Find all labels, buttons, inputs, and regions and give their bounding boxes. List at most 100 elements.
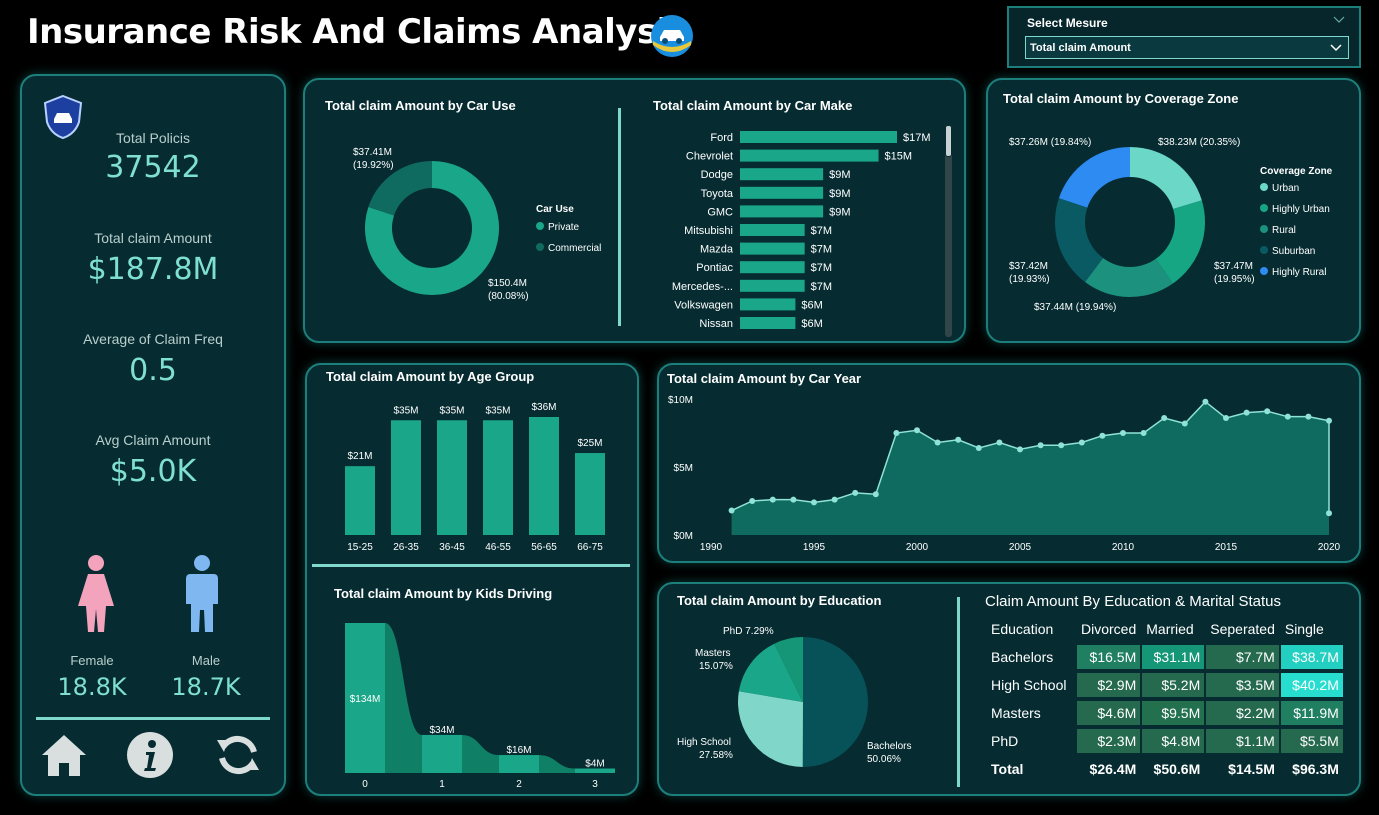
edu-marital-title: Claim Amount By Education & Marital Stat… bbox=[985, 593, 1281, 610]
matrix-row: High School $2.9M $5.2M $3.5M $40.2M bbox=[987, 673, 1343, 697]
kpi-total-claim-label: Total claim Amount bbox=[94, 230, 212, 246]
zone-slice-0 bbox=[1130, 147, 1202, 210]
car-make-category-label: Pontiac bbox=[696, 262, 733, 274]
matrix-cell: $5.5M bbox=[1280, 729, 1343, 753]
car-make-bar bbox=[740, 242, 805, 255]
car-year-point bbox=[1099, 432, 1106, 439]
zone-legend-dot-1 bbox=[1260, 204, 1268, 212]
zone-highly-rural-label: $37.26M (19.84%) bbox=[1009, 137, 1091, 148]
car-use-legend-title: Car Use bbox=[536, 204, 574, 215]
matrix-total-cell: $50.6M bbox=[1153, 761, 1201, 777]
car-year-xtick: 1990 bbox=[700, 542, 723, 553]
card-divider-3 bbox=[957, 597, 960, 787]
car-year-ytick: $0M bbox=[674, 531, 693, 542]
matrix-total-cell: $96.3M bbox=[1292, 761, 1339, 777]
car-make-value-label: $15M bbox=[885, 151, 913, 163]
car-year-point bbox=[914, 427, 920, 434]
kids-value-label: $134M bbox=[350, 694, 381, 705]
matrix-total-label: Total bbox=[991, 761, 1024, 777]
car-year-xtick: 2015 bbox=[1215, 542, 1238, 553]
car-year-point bbox=[1264, 408, 1271, 415]
age-bar bbox=[483, 420, 513, 535]
age-bar bbox=[529, 417, 559, 535]
matrix-cell: $3.5M bbox=[1206, 673, 1279, 697]
matrix-row: PhD $2.3M $4.8M $1.1M $5.5M bbox=[987, 729, 1343, 753]
zone-legend-1: Highly Urban bbox=[1272, 204, 1330, 215]
car-year-point bbox=[1078, 439, 1085, 446]
matrix-row: Bachelors $16.5M $31.1M $7.7M $38.7M bbox=[987, 645, 1343, 669]
slicer-collapse-chevron-icon[interactable] bbox=[1333, 16, 1345, 24]
car-make-scrollbar[interactable] bbox=[945, 125, 952, 337]
chevron-down-icon bbox=[1330, 44, 1342, 52]
car-year-ytick: $5M bbox=[674, 463, 693, 474]
matrix-header-row: Education Divorced Married Seperated Sin… bbox=[987, 617, 1343, 641]
car-use-commercial-pct: (19.92%) bbox=[353, 160, 394, 171]
car-year-xtick: 2020 bbox=[1318, 542, 1341, 553]
kids-driving-chart: $134M 0 $34M 1 $16M 2 $4M 3 bbox=[345, 623, 615, 790]
age-bar bbox=[575, 453, 605, 535]
car-year-xtick: 2010 bbox=[1112, 542, 1135, 553]
car-make-scroll-thumb[interactable] bbox=[945, 125, 952, 157]
car-use-make-card: Total claim Amount by Car Use $37.41M (1… bbox=[303, 78, 966, 343]
refresh-icon[interactable] bbox=[214, 732, 262, 778]
age-category-label: 26-35 bbox=[393, 542, 419, 553]
zone-slice-4 bbox=[1058, 147, 1130, 208]
measure-slicer: Select Mesure Total claim Amount bbox=[1007, 6, 1361, 68]
edu-phd-label: PhD 7.29% bbox=[723, 626, 774, 637]
zone-highly-urban-pct: (19.95%) bbox=[1214, 274, 1255, 285]
zone-legend-dot-0 bbox=[1260, 183, 1268, 191]
age-bar bbox=[345, 466, 375, 535]
matrix-total-cell: $26.4M bbox=[1089, 761, 1137, 777]
matrix-col-married: Married bbox=[1146, 621, 1194, 637]
edu-slice-0 bbox=[802, 637, 869, 767]
kids-bar bbox=[345, 623, 385, 773]
edu-slice-3 bbox=[774, 637, 803, 702]
edu-bachelors-label: Bachelors bbox=[867, 741, 911, 752]
car-year-point bbox=[1326, 510, 1332, 517]
matrix-row: Masters $4.6M $9.5M $2.2M $11.9M bbox=[987, 701, 1343, 725]
matrix-row-label: Masters bbox=[991, 705, 1041, 721]
kids-category-label: 0 bbox=[362, 779, 368, 790]
kpi-total-policies-label: Total Policis bbox=[116, 130, 190, 146]
matrix-col-education: Education bbox=[991, 621, 1054, 637]
car-make-category-label: Volkswagen bbox=[674, 299, 733, 311]
age-category-label: 56-65 bbox=[531, 542, 557, 553]
car-year-point bbox=[1305, 413, 1312, 420]
car-make-category-label: Mercedes-... bbox=[672, 281, 733, 293]
car-make-value-label: $9M bbox=[829, 169, 850, 181]
car-year-point bbox=[1037, 442, 1044, 449]
car-make-bar bbox=[740, 224, 805, 236]
info-icon[interactable] bbox=[126, 731, 174, 779]
measure-dropdown[interactable]: Total claim Amount bbox=[1025, 36, 1349, 59]
car-year-point bbox=[893, 430, 900, 436]
car-year-xtick: 2000 bbox=[906, 542, 929, 553]
car-make-bar bbox=[740, 205, 824, 218]
car-year-point bbox=[790, 496, 797, 503]
car-make-value-label: $7M bbox=[811, 262, 832, 274]
matrix-col-single: Single bbox=[1284, 621, 1324, 637]
car-year-point bbox=[1120, 430, 1126, 436]
legend-commercial: Commercial bbox=[548, 243, 601, 254]
education-chart: PhD 7.29% Masters 15.07% High School 27.… bbox=[677, 626, 911, 767]
kids-bar bbox=[499, 755, 539, 773]
zone-legend-3: Suburban bbox=[1272, 246, 1315, 257]
car-use-private-pct: (80.08%) bbox=[488, 291, 529, 302]
car-make-title: Total claim Amount by Car Make bbox=[653, 98, 853, 113]
zone-highly-urban-label: $37.47M bbox=[1214, 261, 1253, 272]
female-icon bbox=[78, 555, 114, 632]
matrix-cell: $2.9M bbox=[1077, 673, 1141, 697]
zone-slice-2 bbox=[1085, 258, 1173, 297]
car-make-bar bbox=[740, 298, 796, 311]
age-group-title: Total claim Amount by Age Group bbox=[326, 369, 535, 384]
kpi-total-policies-value: 37542 bbox=[105, 150, 201, 185]
car-year-card: Total claim Amount by Car Year $0M $5M $10… bbox=[657, 363, 1361, 563]
home-icon[interactable] bbox=[40, 732, 88, 778]
age-bar bbox=[437, 420, 467, 535]
car-make-bar bbox=[740, 168, 824, 181]
age-group-chart: $21M 15-25 $35M 26-35 $35M 36-45 $35M 46-55 $36M… bbox=[345, 402, 605, 553]
car-make-category-label: Dodge bbox=[701, 169, 733, 181]
edu-masters-pct: 15.07% bbox=[699, 661, 733, 672]
kids-bar bbox=[575, 768, 615, 773]
car-year-point bbox=[1202, 398, 1209, 405]
car-make-value-label: $9M bbox=[829, 188, 850, 200]
